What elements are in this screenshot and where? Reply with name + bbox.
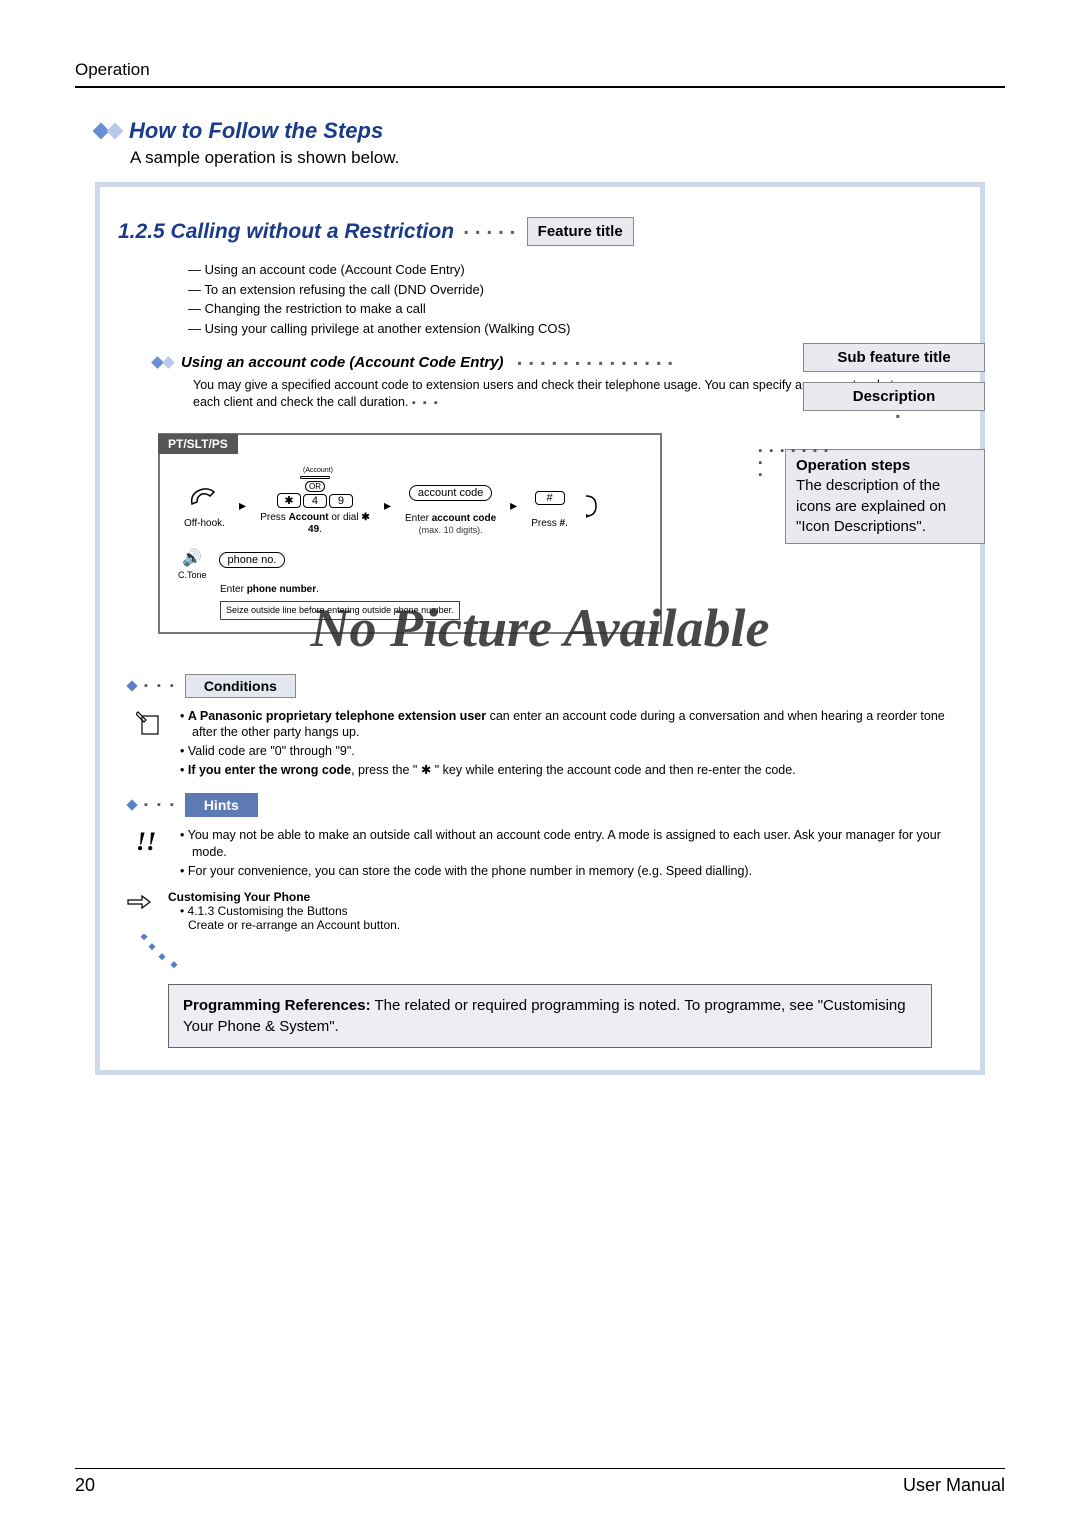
feature-title-callout: Feature title (527, 217, 634, 246)
section-title: How to Follow the Steps (129, 118, 383, 144)
hints-text: You may not be able to make an outside c… (178, 827, 962, 882)
sub-item: Changing the restriction to make a call (188, 299, 962, 319)
step-subcaption: (max. 10 digits). (419, 525, 483, 535)
steps-flow: Off-hook. ▸ (Account) OR ✱49 Press Accou… (160, 454, 660, 544)
section-intro: A sample operation is shown below. (75, 148, 1005, 168)
hints-block: ▪ ▪ ▪ Hints !! You may not be able to ma… (118, 793, 962, 882)
dotted-connector: ▪ ▪ ▪ (144, 799, 177, 811)
dotted-connector (118, 934, 962, 974)
diamond-icon (126, 799, 137, 810)
step-continue (582, 490, 604, 522)
step-caption: Off-hook. (184, 518, 225, 530)
dotted-connector: ▪ ▪ ▪ ▪ ▪ (464, 225, 517, 239)
or-label: OR (305, 481, 325, 492)
ops-callout-body: The description of the icons are explain… (796, 476, 974, 537)
sample-box: 1.2.5 Calling without a Restriction ▪ ▪ … (95, 182, 985, 1075)
step-account-code: account code Enter account code (max. 10… (405, 477, 496, 535)
subfeature-callout: Sub feature title (803, 343, 985, 372)
step-account-key: (Account) OR ✱49 Press Account or dial ✱… (260, 476, 370, 536)
dotted-connector: ▪ ▪ ▪ (144, 680, 177, 692)
hints-heading-row: ▪ ▪ ▪ Hints (128, 793, 962, 817)
phone-type-tab: PT/SLT/PS (158, 434, 238, 454)
enter-phone-label: Enter phone number. (160, 584, 660, 595)
step-caption: Enter account code (405, 513, 496, 525)
diamond-icon (126, 680, 137, 691)
continue-arrow-icon (582, 490, 604, 522)
footer-label: User Manual (903, 1475, 1005, 1496)
step-caption: Press Account or dial ✱ 49. (260, 512, 370, 536)
pencil-note-icon (136, 708, 166, 782)
conditions-title: Conditions (185, 674, 296, 698)
section-title-row: How to Follow the Steps (75, 118, 1005, 144)
page-footer: 20 User Manual (75, 1468, 1005, 1496)
conditions-body: A Panasonic proprietary telephone extens… (128, 708, 962, 782)
arrow-icon: ▸ (510, 497, 517, 514)
hash-key: # (534, 482, 566, 514)
hints-body: !! You may not be able to make an outsid… (128, 827, 962, 882)
arrow-icon: ▸ (384, 497, 391, 514)
feature-sub-list: Using an account code (Account Code Entr… (118, 260, 962, 338)
ctone-label: C.Tone (178, 570, 207, 580)
exclaim-icon: !! (136, 827, 166, 882)
speaker-icon: 🔊 (178, 548, 207, 568)
account-key-icon: (Account) OR ✱49 (276, 476, 354, 508)
feature-title-row: 1.2.5 Calling without a Restriction ▪ ▪ … (118, 217, 962, 246)
sub-item: To an extension refusing the call (DND O… (188, 280, 962, 300)
dotted-connector: ▪ ▪ ▪ ▪ ▪ ▪ ▪▪▪ (758, 445, 830, 481)
conditions-heading-row: ▪ ▪ ▪ Conditions (128, 674, 962, 698)
customising-text: Customising Your Phone • 4.1.3 Customisi… (168, 890, 400, 932)
header-section-label: Operation (75, 60, 1005, 80)
diamond-bullet-icon (153, 358, 173, 367)
header-rule (75, 86, 1005, 88)
programming-references-box: Programming References: The related or r… (168, 984, 932, 1048)
customising-row: Customising Your Phone • 4.1.3 Customisi… (118, 890, 962, 932)
nine-key: 9 (329, 494, 353, 508)
seize-note: Seize outside line before entering outsi… (220, 601, 460, 620)
manual-page: Operation How to Follow the Steps A samp… (0, 0, 1080, 1528)
subfeature-title: Using an account code (Account Code Entr… (181, 354, 504, 371)
right-callouts: Sub feature title Description Operation … (785, 343, 985, 544)
steps-row-2: 🔊 C.Tone phone no. (160, 548, 660, 580)
step-off-hook: Off-hook. (184, 482, 225, 530)
conditions-text: A Panasonic proprietary telephone extens… (178, 708, 962, 782)
sub-item: Using your calling privilege at another … (188, 319, 962, 339)
star-key: ✱ (277, 493, 301, 508)
sub-item: Using an account code (Account Code Entr… (188, 260, 962, 280)
diamond-bullet-icon (95, 125, 121, 137)
hints-title: Hints (185, 793, 258, 817)
step-hash: # Press #. (531, 482, 568, 530)
description-callout: Description (803, 382, 985, 411)
four-key: 4 (303, 494, 327, 508)
pointing-hand-icon (126, 890, 156, 932)
feature-title: 1.2.5 Calling without a Restriction (118, 220, 454, 244)
conditions-block: ▪ ▪ ▪ Conditions A Panasonic proprietary… (118, 674, 962, 782)
step-caption: Press #. (531, 518, 568, 530)
page-number: 20 (75, 1475, 95, 1496)
handset-icon (188, 482, 220, 514)
arrow-icon: ▸ (239, 497, 246, 514)
dotted-connector: ▪ ▪ ▪ ▪ ▪ ▪ ▪ ▪ ▪ ▪ ▪ ▪ ▪ ▪ (518, 356, 675, 370)
account-code-field: account code (409, 477, 492, 509)
phone-no-field: phone no. (219, 552, 286, 568)
operation-steps-box: PT/SLT/PS ▪ ▪ ▪ ▪ ▪ ▪ ▪▪▪ Off-hook. ▸ (A… (158, 433, 662, 634)
